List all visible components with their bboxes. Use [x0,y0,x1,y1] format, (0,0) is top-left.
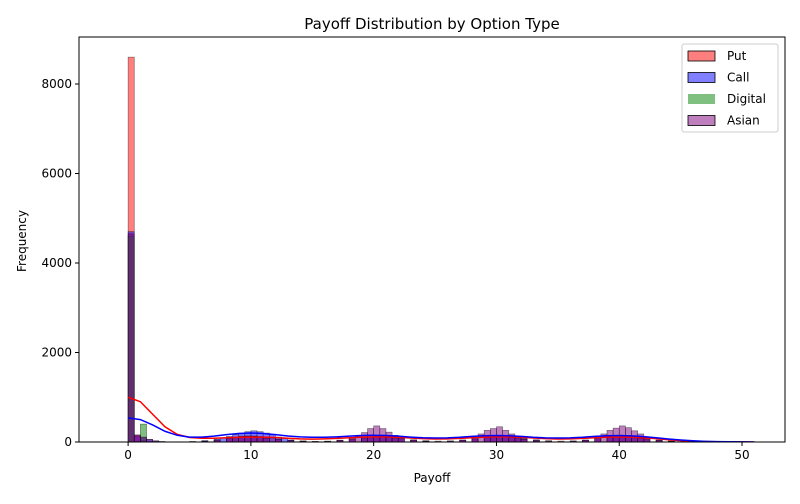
histogram-bar [515,438,521,442]
histogram-bar [282,439,288,442]
legend: Put Call Digital Asian [682,44,778,132]
histogram-bar [619,426,625,442]
histogram-bar [398,438,404,442]
legend-swatch-put [688,51,715,61]
histogram-bar [496,427,502,442]
legend-swatch-digital [688,94,715,104]
x-tick-label: 10 [243,448,258,462]
legend-label: Put [727,49,747,63]
histogram-bar [349,438,355,442]
x-tick-label: 30 [489,448,504,462]
histogram-bar [263,438,269,442]
y-axis-label: Frequency [15,210,29,272]
y-tick-label: 6000 [41,166,72,180]
histogram-bar [269,435,275,442]
x-tick-label: 20 [366,448,381,462]
x-tick-label: 0 [124,448,132,462]
legend-label: Call [727,71,749,85]
y-tick-label: 2000 [41,345,72,359]
chart-title: Payoff Distribution by Option Type [304,15,559,33]
legend-label: Asian [727,114,760,128]
x-tick-label: 40 [612,448,627,462]
x-axis-label: Payoff [414,471,451,485]
histogram-bar [134,435,140,442]
y-tick-label: 4000 [41,256,72,270]
x-tick-label: 50 [734,448,749,462]
histogram-bar [140,437,146,442]
histogram-bar [374,426,380,442]
histogram-bar [128,234,134,442]
histogram-bar [226,438,232,442]
y-tick-label: 8000 [41,77,72,91]
legend-swatch-asian [688,116,715,126]
y-tick-label: 0 [64,435,72,449]
histogram-bar [625,428,631,442]
legend-swatch-call [688,73,715,83]
legend-label: Digital [727,92,766,106]
